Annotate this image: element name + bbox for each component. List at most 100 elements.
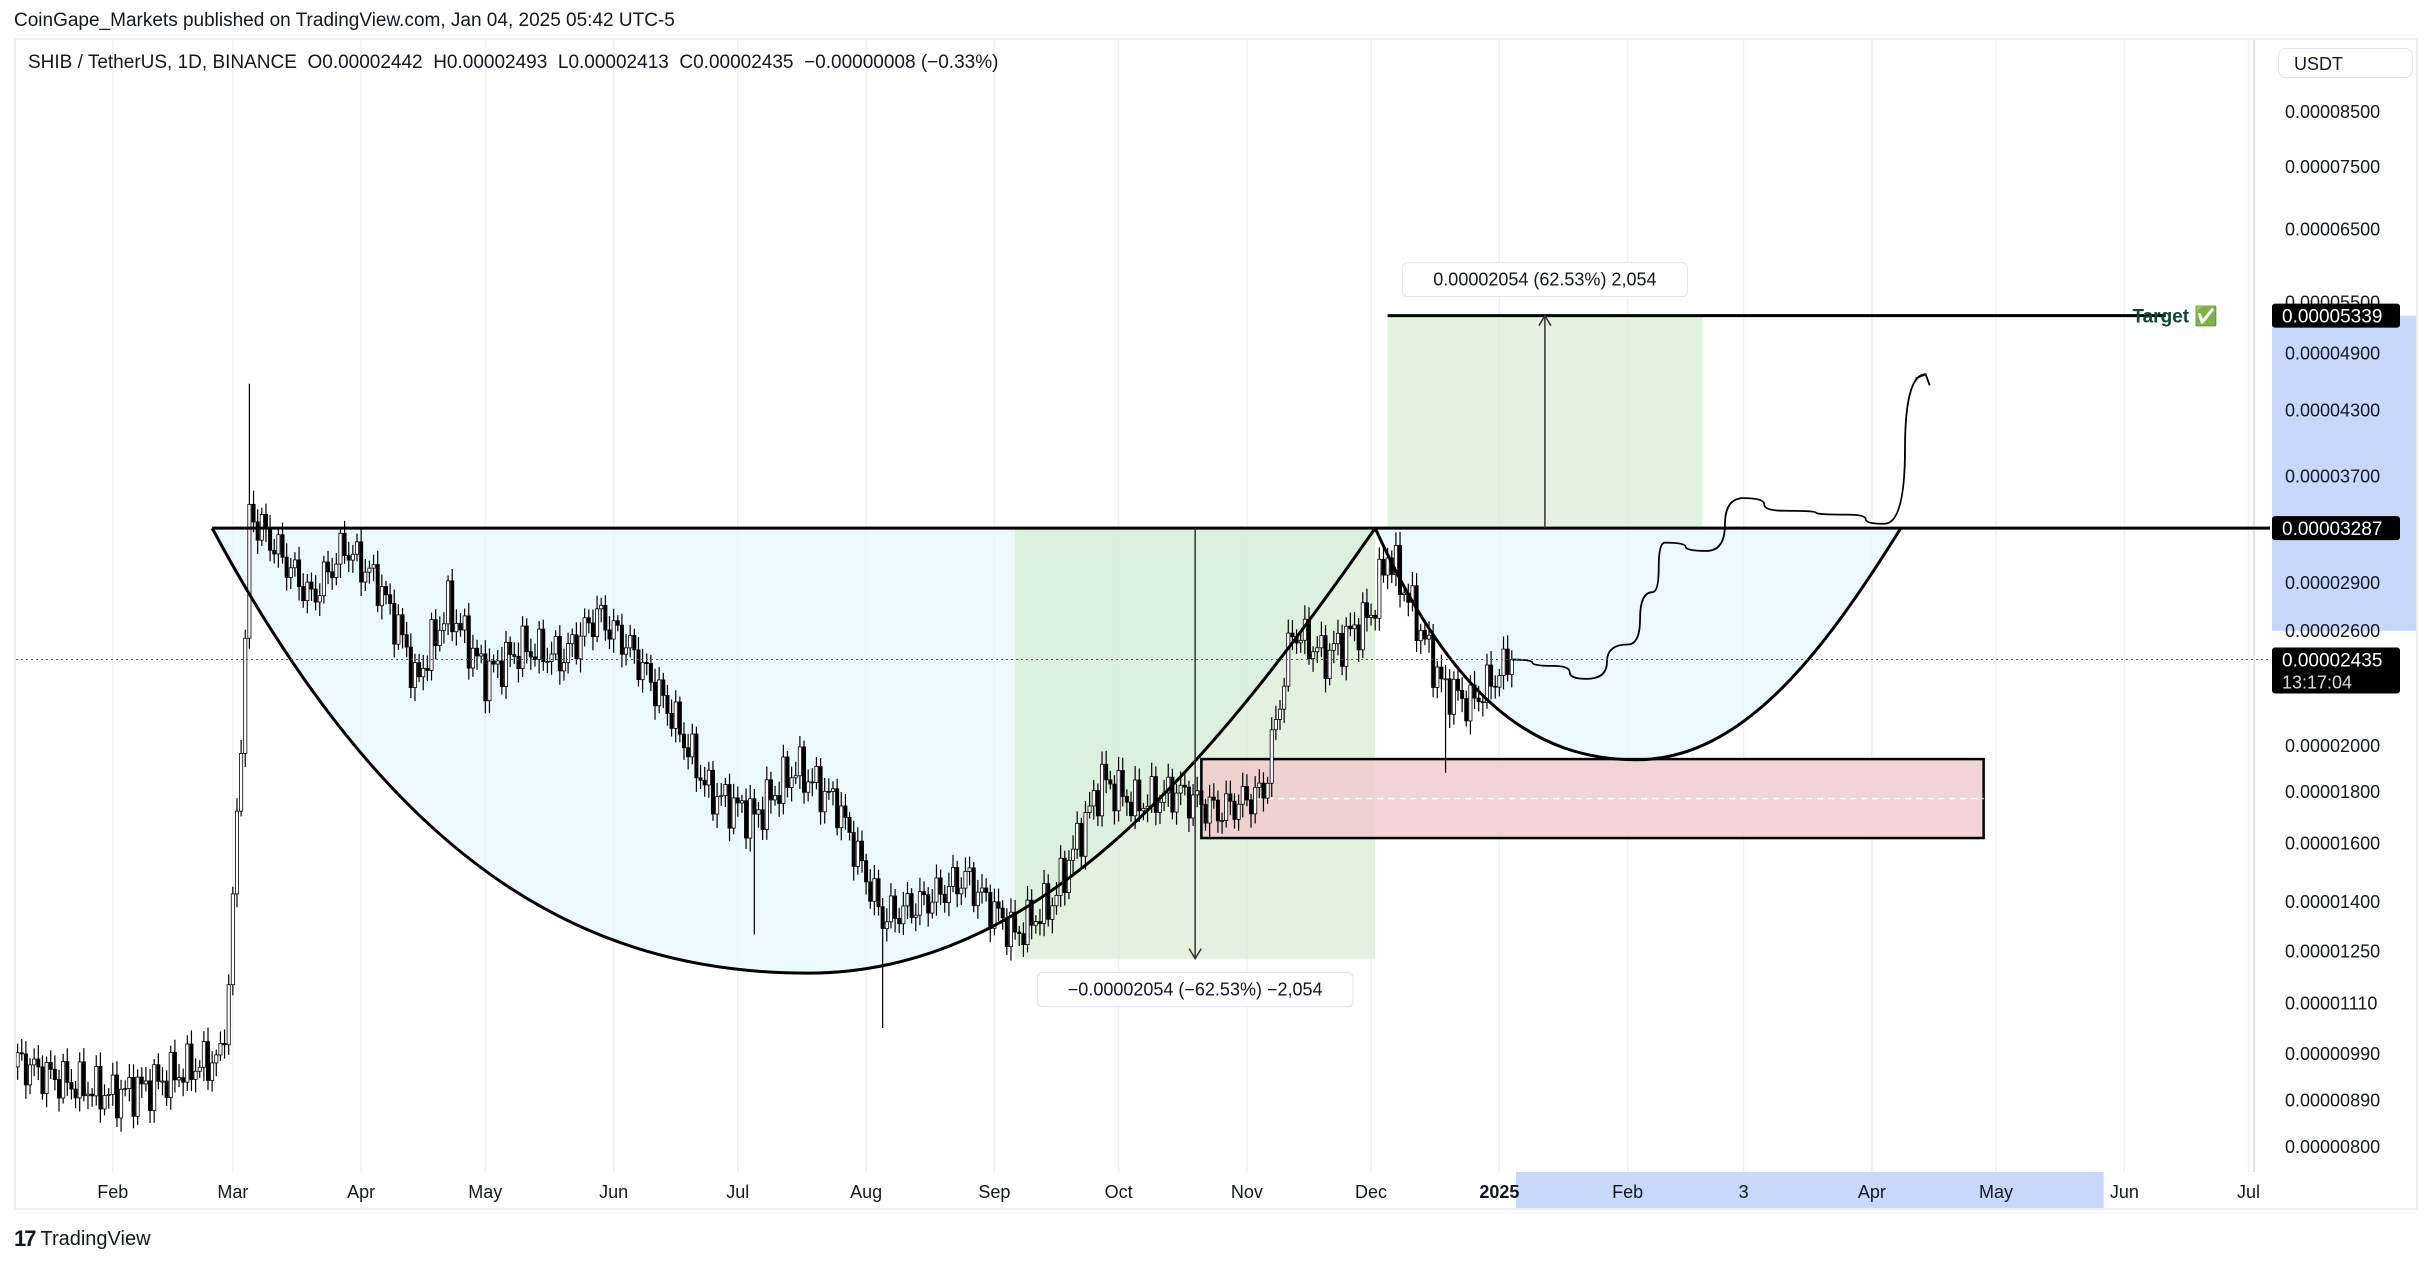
candle bbox=[802, 740, 807, 804]
candle-body bbox=[1273, 719, 1278, 731]
candle bbox=[243, 629, 248, 768]
candle bbox=[1447, 669, 1452, 728]
candle bbox=[276, 528, 281, 568]
candle bbox=[992, 888, 997, 936]
candle bbox=[963, 857, 968, 898]
candle-body bbox=[313, 588, 318, 603]
candle-body bbox=[375, 564, 380, 607]
candle bbox=[450, 568, 455, 642]
candle bbox=[36, 1045, 41, 1081]
candle bbox=[317, 583, 322, 617]
candle bbox=[1323, 625, 1328, 693]
candle bbox=[28, 1058, 33, 1095]
candle-body bbox=[388, 594, 393, 604]
candle-body bbox=[1257, 782, 1262, 788]
candle-body bbox=[1203, 804, 1208, 824]
candle bbox=[669, 699, 674, 737]
candle-body bbox=[777, 795, 782, 804]
candle-body bbox=[1112, 783, 1117, 812]
candle-body bbox=[1124, 795, 1129, 803]
candle-body bbox=[760, 809, 765, 830]
candle bbox=[611, 608, 616, 653]
candle-body bbox=[967, 867, 972, 872]
candle bbox=[1505, 635, 1510, 682]
candle-body bbox=[917, 891, 922, 916]
candle-body bbox=[1340, 632, 1345, 667]
candle-body bbox=[379, 586, 384, 607]
candle bbox=[934, 864, 939, 916]
candle-body bbox=[0, 1050, 3, 1067]
candle bbox=[143, 1067, 148, 1092]
candle-body bbox=[739, 800, 744, 804]
candle-body bbox=[934, 877, 939, 903]
candle bbox=[1439, 654, 1444, 693]
candle bbox=[338, 527, 343, 579]
candle bbox=[1265, 776, 1270, 804]
candle-body bbox=[561, 662, 566, 672]
candle bbox=[760, 796, 765, 840]
candle bbox=[1091, 779, 1096, 820]
candle bbox=[210, 1051, 215, 1092]
candle-body bbox=[574, 634, 579, 660]
candle bbox=[284, 543, 289, 591]
candle bbox=[1207, 784, 1212, 838]
candle bbox=[359, 528, 364, 597]
candle bbox=[160, 1067, 165, 1096]
ohlc-low: L0.00002413 bbox=[557, 52, 669, 73]
candle-body bbox=[164, 1080, 169, 1099]
candle-body bbox=[230, 893, 235, 986]
candle-body bbox=[694, 733, 699, 779]
candle-body bbox=[1037, 921, 1042, 924]
candle-body bbox=[297, 559, 302, 587]
candle-body bbox=[1240, 786, 1245, 805]
candle bbox=[624, 633, 629, 666]
candle bbox=[793, 761, 798, 785]
candle-body bbox=[1348, 625, 1353, 630]
currency-unit-button[interactable]: USDT bbox=[2278, 48, 2413, 78]
candle-body bbox=[607, 629, 612, 640]
candle-body bbox=[1062, 857, 1067, 893]
tradingview-logo[interactable]: 17 TradingView bbox=[14, 1226, 151, 1252]
candle-body bbox=[446, 580, 451, 625]
candle bbox=[1174, 783, 1179, 825]
candle bbox=[61, 1053, 66, 1104]
candle bbox=[1186, 780, 1191, 833]
candle bbox=[123, 1080, 128, 1097]
candle bbox=[859, 830, 864, 873]
candle bbox=[653, 668, 658, 720]
candle-body bbox=[135, 1076, 140, 1117]
candle-body bbox=[706, 769, 711, 786]
candle-body bbox=[177, 1077, 182, 1081]
candle bbox=[421, 654, 426, 691]
candle-body bbox=[624, 647, 629, 655]
x-tick-label: Jun bbox=[599, 1182, 628, 1202]
candle-body bbox=[1484, 664, 1489, 703]
candle-body bbox=[1232, 800, 1237, 820]
candle bbox=[437, 616, 442, 652]
candle-body bbox=[1075, 822, 1080, 850]
candle bbox=[12, 1058, 15, 1084]
candle bbox=[1393, 532, 1398, 587]
candle-body bbox=[1393, 545, 1398, 575]
candle-body bbox=[715, 796, 720, 815]
symbol-name[interactable]: SHIB / TetherUS, 1D, BINANCE bbox=[28, 52, 297, 73]
candle bbox=[988, 884, 993, 943]
candle-body bbox=[371, 564, 376, 569]
candle-body bbox=[1364, 602, 1369, 618]
candle-body bbox=[466, 615, 471, 669]
candle bbox=[197, 1060, 202, 1078]
candle bbox=[806, 769, 811, 802]
candle-body bbox=[797, 746, 802, 777]
candle bbox=[309, 572, 314, 602]
candle-body bbox=[1315, 647, 1320, 653]
candle-body bbox=[255, 521, 260, 541]
candle-body bbox=[234, 810, 239, 895]
candle-body bbox=[251, 503, 256, 523]
candle-body bbox=[1236, 803, 1241, 820]
candle-body bbox=[578, 635, 583, 660]
candle-body bbox=[102, 1095, 107, 1110]
candle bbox=[723, 777, 728, 807]
candle bbox=[1203, 798, 1208, 831]
candle-body bbox=[90, 1093, 95, 1097]
